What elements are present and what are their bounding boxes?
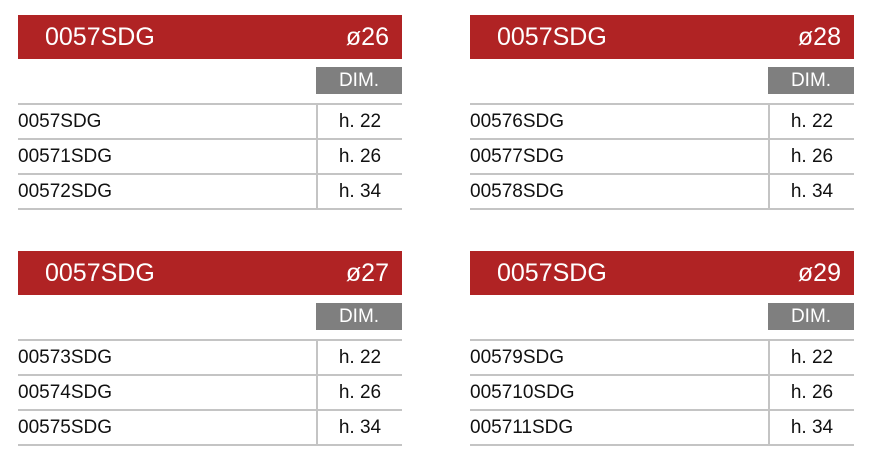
product-table: 0057SDG ø29 DIM. 00579SDG h. 22 005710SDG h. …	[470, 251, 854, 446]
product-title: 0057SDG	[497, 22, 607, 51]
product-table: 0057SDG ø26 DIM. 0057SDG h. 22 00571SDG h. 26…	[18, 15, 402, 210]
table-header: 0057SDG ø26	[18, 15, 402, 59]
dimension-value: h. 34	[338, 181, 382, 202]
table-row: 00572SDG h. 34	[18, 173, 402, 210]
product-code: 0057SDG	[18, 105, 318, 138]
product-code: 00578SDG	[470, 175, 770, 208]
dimension-value: h. 22	[790, 347, 834, 368]
product-code: 00573SDG	[18, 341, 318, 374]
table-header: 0057SDG ø28	[470, 15, 854, 59]
dimension-value: h. 34	[338, 417, 382, 438]
table-row: 005711SDG h. 34	[470, 409, 854, 446]
product-code: 005710SDG	[470, 376, 770, 409]
product-code: 005711SDG	[470, 411, 770, 444]
table-row: 00576SDG h. 22	[470, 103, 854, 138]
table-header: 0057SDG ø27	[18, 251, 402, 295]
table-row: 0057SDG h. 22	[18, 103, 402, 138]
dimension-value: h. 26	[338, 146, 382, 167]
table-row: 00575SDG h. 34	[18, 409, 402, 446]
dimension-value: h. 26	[338, 382, 382, 403]
diameter-label: ø28	[797, 22, 841, 51]
dimension-value: h. 26	[790, 382, 834, 403]
table-row: 00573SDG h. 22	[18, 339, 402, 374]
dimension-value: h. 22	[338, 347, 382, 368]
dimension-value: h. 26	[790, 146, 834, 167]
table-row: 00574SDG h. 26	[18, 374, 402, 409]
dim-column-header: DIM.	[768, 67, 854, 94]
product-code: 00574SDG	[18, 376, 318, 409]
table-row: 005710SDG h. 26	[470, 374, 854, 409]
product-table: 0057SDG ø28 DIM. 00576SDG h. 22 00577SDG h. 2…	[470, 15, 854, 210]
product-code: 00571SDG	[18, 140, 318, 173]
product-code: 00577SDG	[470, 140, 770, 173]
table-row: 00571SDG h. 26	[18, 138, 402, 173]
table-row: 00577SDG h. 26	[470, 138, 854, 173]
product-title: 0057SDG	[45, 258, 155, 287]
dim-column-header: DIM.	[768, 303, 854, 330]
table-header: 0057SDG ø29	[470, 251, 854, 295]
diameter-label: ø27	[345, 258, 389, 287]
dimension-value: h. 22	[338, 111, 382, 132]
dimension-value: h. 34	[790, 181, 834, 202]
dimension-value: h. 34	[790, 417, 834, 438]
dim-column-header: DIM.	[316, 67, 402, 94]
product-code: 00576SDG	[470, 105, 770, 138]
dimension-value: h. 22	[790, 111, 834, 132]
product-code: 00572SDG	[18, 175, 318, 208]
product-title: 0057SDG	[45, 22, 155, 51]
dim-column-header: DIM.	[316, 303, 402, 330]
diameter-label: ø26	[345, 22, 389, 51]
product-table: 0057SDG ø27 DIM. 00573SDG h. 22 00574SDG h. 2…	[18, 251, 402, 446]
diameter-label: ø29	[797, 258, 841, 287]
table-row: 00578SDG h. 34	[470, 173, 854, 210]
product-code: 00579SDG	[470, 341, 770, 374]
table-row: 00579SDG h. 22	[470, 339, 854, 374]
product-code: 00575SDG	[18, 411, 318, 444]
product-title: 0057SDG	[497, 258, 607, 287]
